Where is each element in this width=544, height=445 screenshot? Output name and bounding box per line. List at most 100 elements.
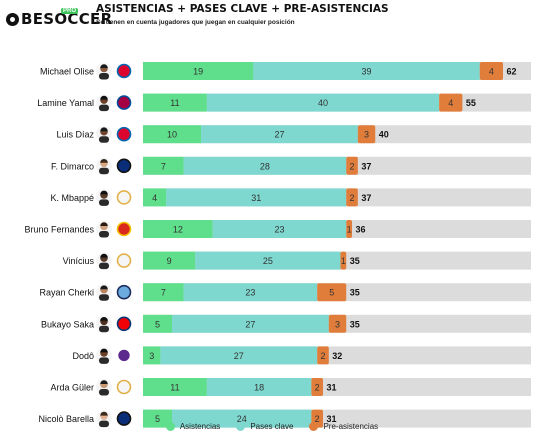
bar-pases-clave-nicolo-barella xyxy=(172,409,312,428)
bar-label-pre-asistencias-arda-guler: 2 xyxy=(315,383,320,393)
bar-asistencias-bukayo-saka xyxy=(143,314,173,333)
bar-label-pre-asistencias-dodo: 2 xyxy=(320,351,325,361)
besoccer-logo: BESOCCER PRO xyxy=(6,6,112,32)
bar-pases-clave-luis-diaz xyxy=(201,125,358,144)
legend-item-pre-asistencias: Pre-asistencias xyxy=(309,422,378,431)
bar-label-asistencias-vinicius: 9 xyxy=(167,256,172,266)
bar-label-asistencias-michael-olise: 19 xyxy=(193,67,203,77)
bar-pre-asistencias-michael-olise xyxy=(479,62,503,80)
bar-label-pases-clave-vinicius: 25 xyxy=(263,256,273,266)
bar-label-pre-asistencias-lamine-yamal: 4 xyxy=(448,98,453,108)
bar-pre-asistencias-lamine-yamal xyxy=(439,93,463,112)
total-label-rayan-cherki: 35 xyxy=(350,288,360,298)
bar-asistencias-vinicius xyxy=(143,251,196,270)
player-name-michael-olise: Michael Olise xyxy=(40,67,94,77)
bar-label-pre-asistencias-vinicius: 1 xyxy=(341,256,346,266)
total-label-lamine-yamal: 55 xyxy=(466,98,476,108)
legend-swatch-pre-asistencias xyxy=(309,422,319,431)
total-label-luis-diaz: 40 xyxy=(379,130,389,140)
bar-asistencias-dodo xyxy=(143,346,161,365)
bar-label-pases-clave-dodo: 27 xyxy=(234,351,244,361)
player-name-lamine-yamal: Lamine Yamal xyxy=(37,98,94,108)
bar-label-pases-clave-bruno-fernandes: 23 xyxy=(274,225,284,235)
bar-pases-clave-f-dimarco xyxy=(183,156,347,175)
real-madrid-icon xyxy=(116,379,132,395)
player-shirt-f-dimarco xyxy=(99,167,109,175)
bar-asistencias-luis-diaz xyxy=(143,125,202,144)
player-hair-bruno-fernandes xyxy=(100,222,108,226)
bar-pases-clave-dodo xyxy=(160,346,318,365)
real-madrid-icon xyxy=(116,190,132,205)
bar-pre-asistencias-f-dimarco xyxy=(346,156,358,175)
bar-label-pases-clave-michael-olise: 39 xyxy=(362,67,372,77)
bar-asistencias-f-dimarco xyxy=(143,156,184,175)
bar-pre-asistencias-bruno-fernandes xyxy=(346,220,353,238)
bar-pre-asistencias-rayan-cherki xyxy=(317,283,347,302)
player-shirt-k-mbappe xyxy=(99,199,109,206)
bar-pre-asistencias-k-mbappe xyxy=(346,188,358,207)
bar-label-pases-clave-luis-diaz: 27 xyxy=(274,130,284,140)
total-label-k-mbappe: 37 xyxy=(361,193,371,203)
bar-asistencias-rayan-cherki xyxy=(143,283,184,302)
man-united-icon xyxy=(116,221,132,237)
player-shirt-arda-guler xyxy=(99,389,109,396)
chart-subtitle: Se tienen en cuenta jugadores que juegan… xyxy=(96,19,295,26)
man-city-icon xyxy=(116,284,132,300)
player-name-vinicius: Vinícius xyxy=(63,256,95,266)
bar-pases-clave-bukayo-saka xyxy=(172,314,329,333)
legend-swatch-asistencias xyxy=(165,422,175,431)
bar-asistencias-nicolo-barella xyxy=(143,409,173,428)
bar-label-pases-clave-rayan-cherki: 23 xyxy=(245,288,255,298)
bar-label-asistencias-k-mbappe: 4 xyxy=(152,193,157,203)
bar-label-asistencias-bukayo-saka: 5 xyxy=(155,319,160,329)
player-name-rayan-cherki: Rayan Cherki xyxy=(39,288,94,298)
fiorentina-icon xyxy=(116,348,132,363)
bar-asistencias-arda-guler xyxy=(143,378,207,396)
bar-pases-clave-k-mbappe xyxy=(166,188,347,207)
player-hair-arda-guler xyxy=(100,380,108,384)
player-hair-k-mbappe xyxy=(100,190,108,195)
soccer-ball-icon xyxy=(6,12,19,26)
total-label-arda-guler: 31 xyxy=(327,383,337,393)
bar-label-pases-clave-f-dimarco: 28 xyxy=(260,161,270,171)
chart-title: ASISTENCIAS + PASES CLAVE + PRE-ASISTENC… xyxy=(96,3,389,15)
bayern-icon xyxy=(116,126,132,142)
player-name-k-mbappe: K. Mbappé xyxy=(50,193,94,203)
bar-asistencias-lamine-yamal xyxy=(143,93,207,112)
bar-label-pre-asistencias-k-mbappe: 2 xyxy=(350,193,355,203)
bar-label-pre-asistencias-bukayo-saka: 3 xyxy=(335,319,340,329)
player-hair-dodo xyxy=(100,348,108,353)
bar-pre-asistencias-arda-guler xyxy=(311,378,323,396)
bayern-icon xyxy=(116,63,132,79)
player-shirt-luis-diaz xyxy=(99,136,109,143)
legend-label-asistencias: Asistencias xyxy=(179,422,221,431)
bar-pre-asistencias-vinicius xyxy=(340,251,347,270)
player-hair-rayan-cherki xyxy=(100,285,108,290)
total-label-vinicius: 35 xyxy=(350,256,360,266)
bar-label-pre-asistencias-bruno-fernandes: 1 xyxy=(347,225,352,235)
inter-icon xyxy=(116,411,132,426)
player-hair-vinicius xyxy=(100,253,108,258)
bar-label-asistencias-luis-diaz: 10 xyxy=(167,130,177,140)
player-name-dodo: Dodô xyxy=(72,351,94,361)
player-shirt-bruno-fernandes xyxy=(99,231,109,238)
inter-icon xyxy=(116,158,132,174)
bar-label-pases-clave-k-mbappe: 31 xyxy=(251,193,261,203)
real-madrid-icon xyxy=(116,253,132,268)
bar-label-asistencias-nicolo-barella: 5 xyxy=(155,414,160,424)
player-shirt-lamine-yamal xyxy=(99,104,109,112)
bar-label-pre-asistencias-michael-olise: 4 xyxy=(489,67,494,77)
pro-badge: PRO xyxy=(61,8,79,14)
bar-label-pre-asistencias-rayan-cherki: 5 xyxy=(329,288,334,298)
bar-asistencias-k-mbappe xyxy=(143,188,167,207)
player-shirt-dodo xyxy=(99,357,109,364)
bar-pases-clave-rayan-cherki xyxy=(183,283,318,302)
bar-label-asistencias-f-dimarco: 7 xyxy=(161,161,166,171)
total-label-nicolo-barella: 31 xyxy=(327,414,337,424)
legend-label-pases-clave: Pases clave xyxy=(250,422,294,431)
bar-pases-clave-lamine-yamal xyxy=(206,93,440,112)
bar-pases-clave-vinicius xyxy=(195,251,341,270)
player-hair-bukayo-saka xyxy=(100,317,108,321)
bar-label-pases-clave-bukayo-saka: 27 xyxy=(245,319,255,329)
